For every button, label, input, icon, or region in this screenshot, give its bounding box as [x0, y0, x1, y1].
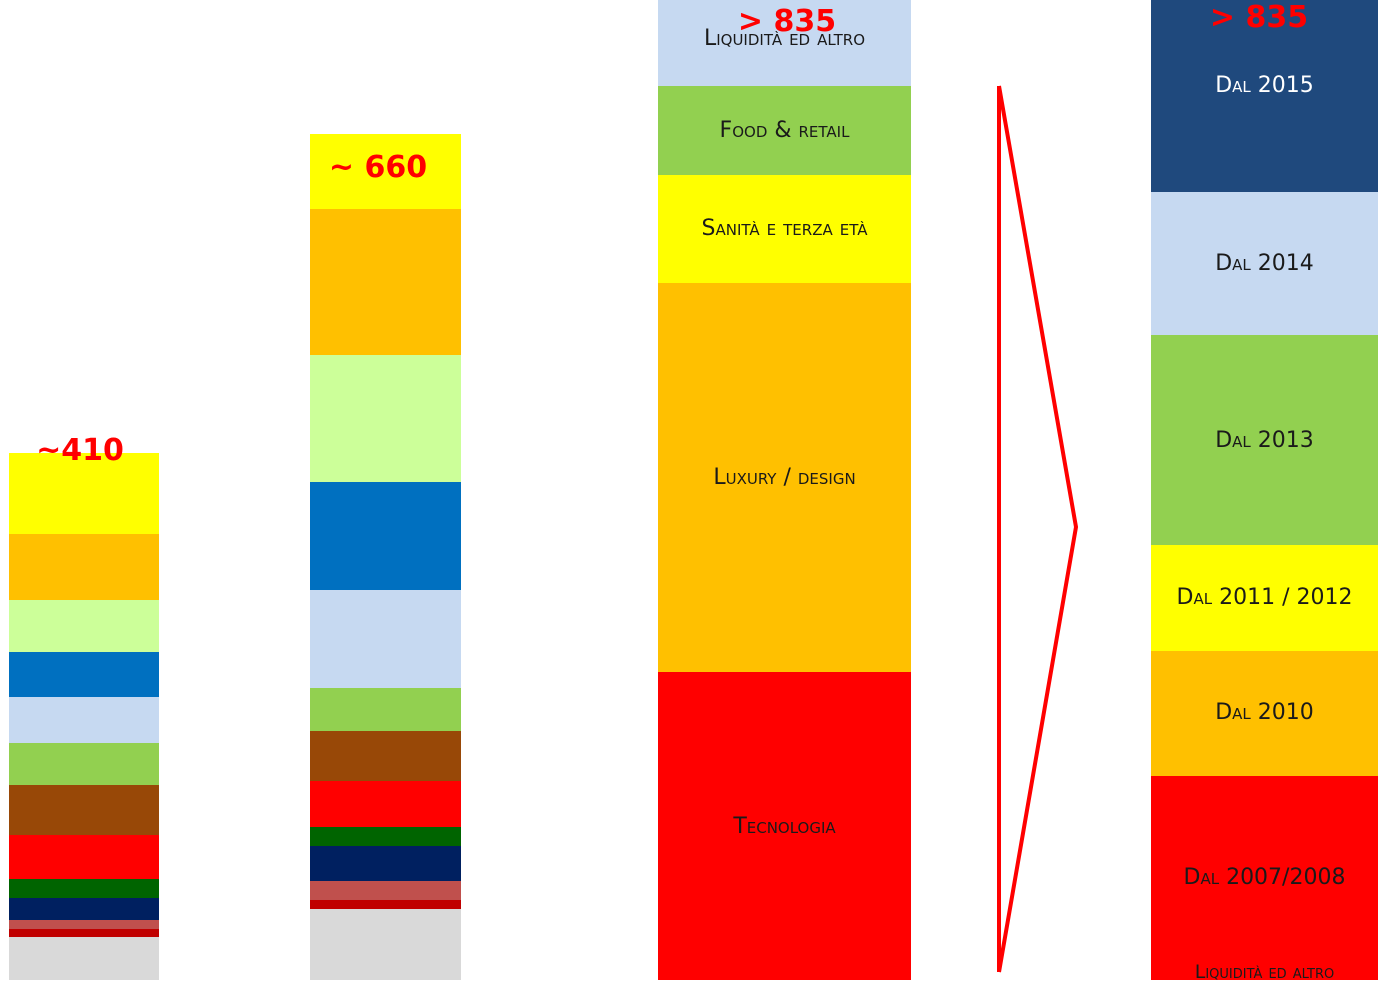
chevron-right-icon	[997, 85, 1079, 973]
total-label-bar-1: ~410	[36, 433, 124, 468]
segment-label: Dal 2007/2008	[1183, 865, 1346, 891]
bar-2-segment-1	[310, 909, 461, 980]
bar-4-segment-5: Dal 2013	[1151, 335, 1378, 546]
bar-1-segment-8	[9, 743, 159, 786]
total-label-bar-3: > 835	[737, 4, 837, 39]
segment-label: Luxury / design	[713, 465, 856, 491]
bar-2-segment-7	[310, 731, 461, 782]
segment-label: Dal 2011 / 2012	[1176, 585, 1353, 611]
bar-3-segment-4: Food & retail	[658, 86, 911, 175]
segment-label: Dal 2014	[1215, 251, 1314, 276]
bar-1-segment-2	[9, 928, 159, 937]
bar-1-segment-5	[9, 878, 159, 899]
bar-2-segment-10	[310, 482, 461, 590]
bar-2-segment-13	[310, 134, 461, 210]
bar-1-segment-12	[9, 534, 159, 600]
bar-1-segment-1	[9, 936, 159, 980]
bar-3-segment-1: Tecnologia	[658, 672, 911, 980]
bar-4-segment-1: Liquidità ed altro	[1151, 961, 1378, 984]
bar-2-segment-6	[310, 781, 461, 827]
segment-label: Liquidità ed altro	[1194, 961, 1335, 984]
bar-3-segment-2: Luxury / design	[658, 283, 911, 673]
bar-2-segment-5	[310, 826, 461, 847]
bar-1-segment-7	[9, 785, 159, 836]
bar-2-segment-8	[310, 687, 461, 732]
bar-4-segment-4: Dal 2011 / 2012	[1151, 545, 1378, 651]
bar-1-segment-4	[9, 898, 159, 921]
bar-1-segment-13	[9, 452, 159, 535]
segment-label: Food & retail	[719, 117, 850, 143]
bar-4-segment-3: Dal 2010	[1151, 650, 1378, 776]
bar-3-segment-5: Liquidità ed altro	[658, 0, 911, 87]
total-label-bar-4: > 835	[1209, 0, 1309, 35]
bar-1-segment-11	[9, 599, 159, 652]
segment-label: Dal 2015	[1215, 73, 1314, 99]
segment-label: Dal 2010	[1215, 700, 1314, 726]
bar-2-segment-2	[310, 899, 461, 910]
segment-label: Liquidità ed altro	[703, 26, 866, 52]
bar-2-segment-4	[310, 846, 461, 882]
bar-4-segment-7: Dal 2015	[1151, 0, 1378, 192]
bar-4-segment-6: Dal 2014	[1151, 191, 1378, 336]
segment-label: Dal 2013	[1215, 427, 1314, 453]
bar-2-segment-3	[310, 881, 461, 900]
bar-1-segment-10	[9, 651, 159, 698]
bar-2-segment-11	[310, 354, 461, 483]
bar-2-segment-9	[310, 589, 461, 688]
bar-1-segment-6	[9, 835, 159, 879]
bar-2-segment-12	[310, 209, 461, 355]
bar-4-segment-2: Dal 2007/2008	[1151, 775, 1378, 980]
bar-3-segment-3: Sanità e terza età	[658, 174, 911, 284]
bar-1-segment-9	[9, 697, 159, 744]
segment-label: Tecnologia	[733, 813, 836, 839]
segment-label: Sanità e terza età	[701, 216, 868, 242]
bar-1-segment-3	[9, 920, 159, 929]
total-label-bar-2: ~ 660	[328, 150, 428, 185]
